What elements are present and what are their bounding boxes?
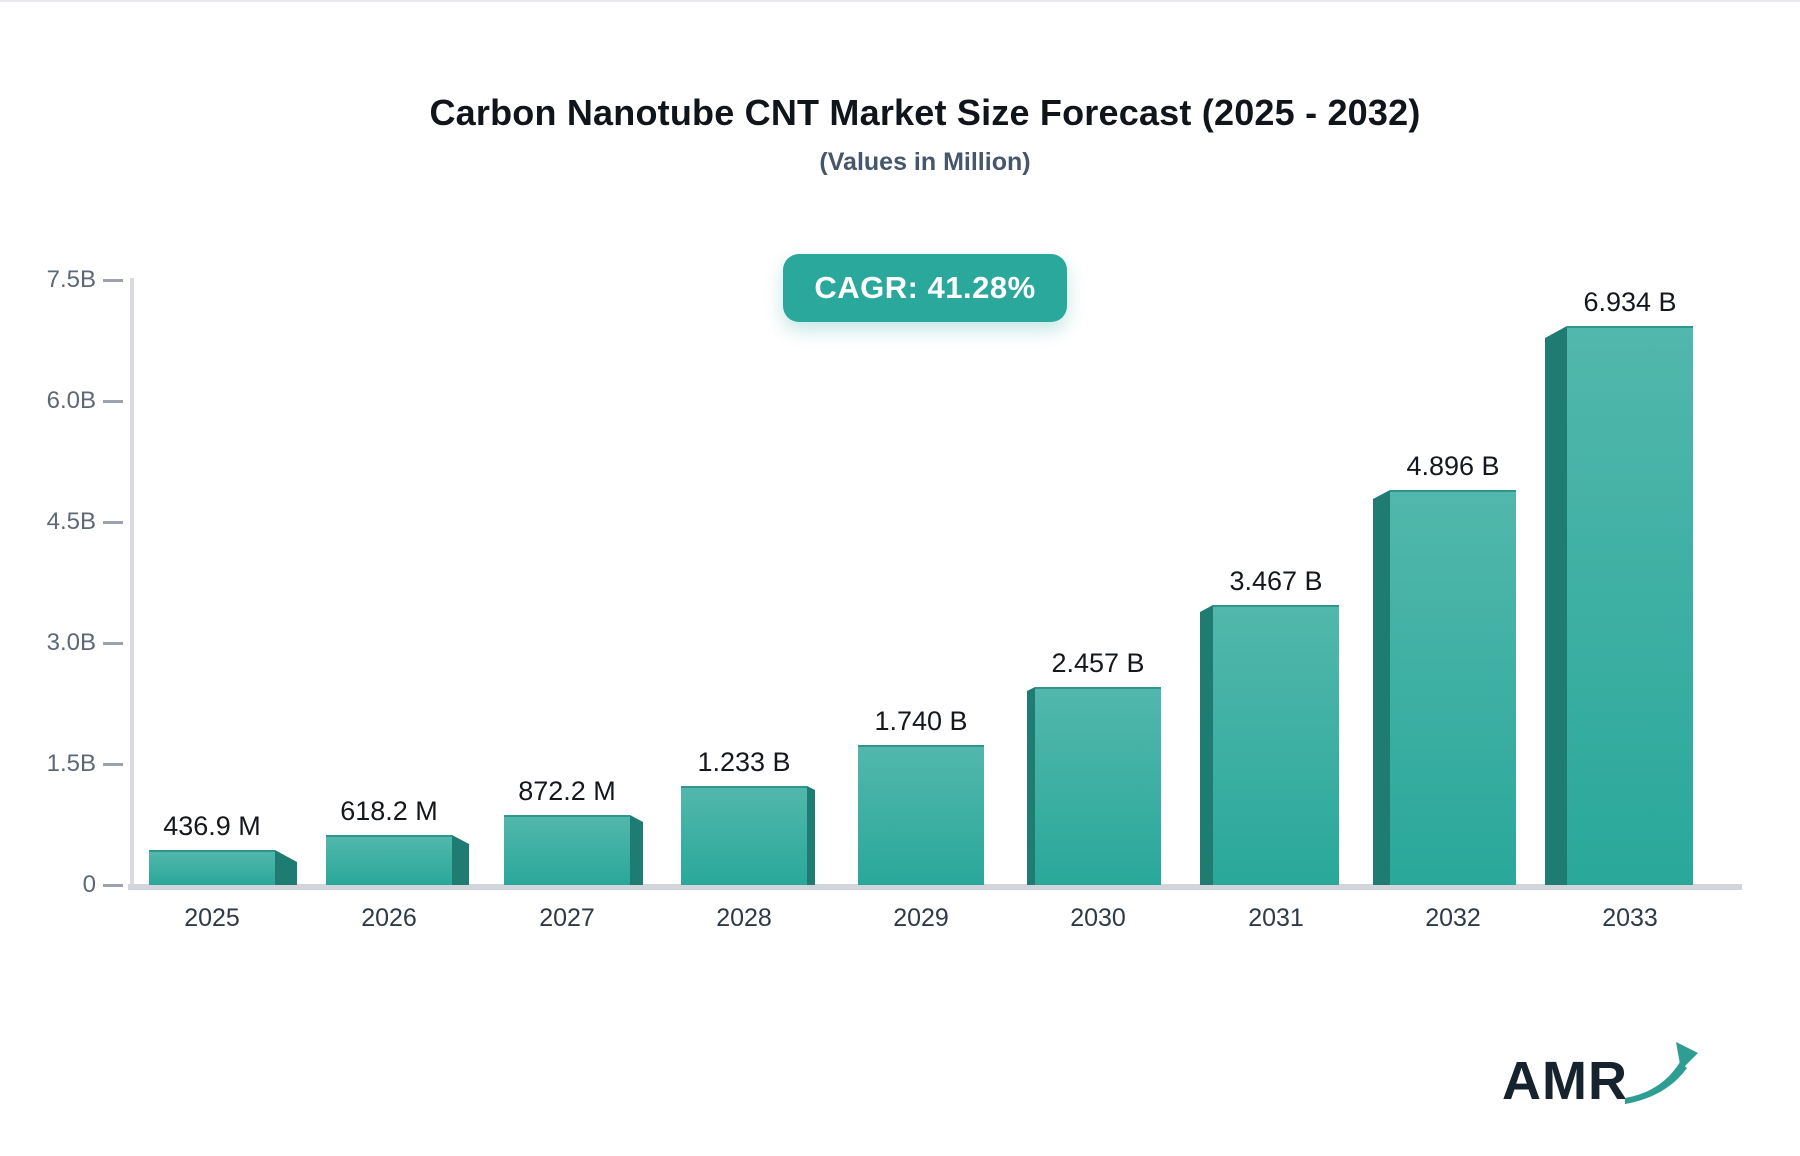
growth-arrow-icon xyxy=(1625,1042,1698,1104)
bar-side-face-2032 xyxy=(1373,490,1390,885)
bar-side-face-2027 xyxy=(630,815,643,885)
page-subtitle: (Values in Million) xyxy=(819,148,1031,176)
y-axis-line xyxy=(130,278,134,887)
bar-2033[interactable] xyxy=(1567,326,1693,885)
bar-side-face-2033 xyxy=(1545,326,1567,885)
bar-side-face-2026 xyxy=(452,835,469,885)
bar-2031[interactable] xyxy=(1213,605,1339,885)
y-axis-label-0: 0 xyxy=(82,871,96,898)
bar-2029[interactable] xyxy=(858,745,984,885)
bar-2026[interactable] xyxy=(326,835,452,885)
bar-side-face-2030 xyxy=(1027,687,1035,885)
y-axis-label-6.0B: 6.0B xyxy=(46,387,96,414)
y-axis-tick-1.5B xyxy=(103,763,123,766)
bar-value-label-2029: 1.740 B xyxy=(874,706,968,736)
y-axis-tick-4.5B xyxy=(103,521,123,524)
y-axis-tick-7.5B xyxy=(103,279,123,282)
bar-value-label-2030: 2.457 B xyxy=(1051,648,1145,678)
bar-2025[interactable] xyxy=(149,850,275,885)
x-axis-label-2031: 2031 xyxy=(1248,904,1304,932)
x-axis-label-2028: 2028 xyxy=(716,904,772,932)
bar-2032[interactable] xyxy=(1390,490,1516,885)
x-axis-baseline xyxy=(128,884,1742,890)
y-axis-label-7.5B: 7.5B xyxy=(46,266,96,293)
bar-2027[interactable] xyxy=(504,815,630,885)
brand-logo-text: AMR xyxy=(1502,1051,1628,1111)
x-axis-label-2026: 2026 xyxy=(361,904,417,932)
bar-2028[interactable] xyxy=(681,786,807,885)
y-axis-tick-0 xyxy=(103,884,123,887)
bar-value-label-2032: 4.896 B xyxy=(1406,451,1500,481)
x-axis-label-2030: 2030 xyxy=(1070,904,1126,932)
bar-value-label-2033: 6.934 B xyxy=(1583,287,1677,317)
y-axis-label-3.0B: 3.0B xyxy=(46,629,96,656)
bar-value-label-2025: 436.9 M xyxy=(163,811,261,841)
bar-2030[interactable] xyxy=(1035,687,1161,885)
x-axis-label-2025: 2025 xyxy=(184,904,240,932)
bar-value-label-2027: 872.2 M xyxy=(518,776,616,806)
x-axis-label-2032: 2032 xyxy=(1425,904,1481,932)
x-axis-label-2033: 2033 xyxy=(1602,904,1658,932)
bar-side-face-2025 xyxy=(275,850,297,885)
y-axis-tick-3.0B xyxy=(103,642,123,645)
bar-value-label-2031: 3.467 B xyxy=(1229,566,1323,596)
page-title: Carbon Nanotube CNT Market Size Forecast… xyxy=(429,92,1421,133)
bar-value-label-2028: 1.233 B xyxy=(697,747,791,777)
cagr-badge: CAGR: 41.28% xyxy=(783,254,1067,322)
cagr-badge-label: CAGR: 41.28% xyxy=(814,270,1036,305)
brand-logo[interactable]: AMR xyxy=(1502,1038,1700,1108)
bar-side-face-2028 xyxy=(807,786,815,885)
y-axis-tick-6.0B xyxy=(103,400,123,403)
y-axis-label-1.5B: 1.5B xyxy=(46,750,96,777)
x-axis-label-2027: 2027 xyxy=(539,904,595,932)
y-axis-label-4.5B: 4.5B xyxy=(46,508,96,535)
x-axis-label-2029: 2029 xyxy=(893,904,949,932)
top-border xyxy=(0,0,1800,2)
bar-side-face-2031 xyxy=(1200,605,1213,885)
bar-value-label-2026: 618.2 M xyxy=(340,796,438,826)
